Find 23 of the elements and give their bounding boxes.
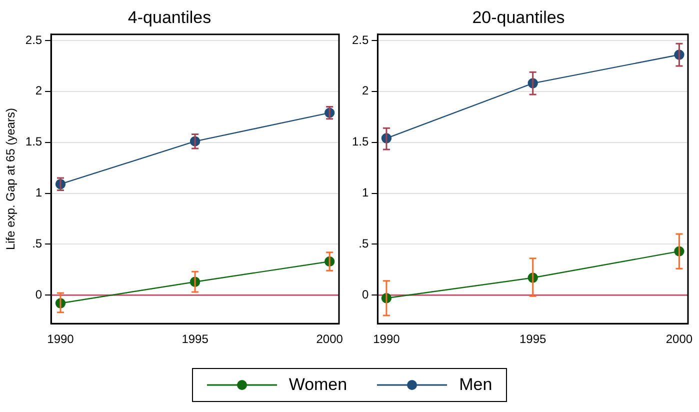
y-tick-label: 1.5 xyxy=(25,134,42,149)
x-tick-label: 1995 xyxy=(182,332,209,346)
y-tick-label: .5 xyxy=(358,236,369,250)
y-tick-label: 1 xyxy=(362,186,369,200)
legend-label: Women xyxy=(288,375,348,395)
x-tick-label: 1990 xyxy=(47,332,74,346)
y-tick-label: 2.5 xyxy=(352,32,369,47)
y-tick-label: 0 xyxy=(35,287,42,302)
y-tick-label: 1.5 xyxy=(352,134,369,149)
x-tick-label: 2000 xyxy=(666,332,693,346)
x-tick-label: 1995 xyxy=(519,332,547,346)
y-axis-title: Life exp. Gap at 65 (years) xyxy=(4,108,18,250)
y-tick-label: 1 xyxy=(35,186,42,200)
chart-title: 4-quantiles xyxy=(128,8,212,27)
chart-title: 20-quantiles xyxy=(472,8,565,27)
y-tick-label: .5 xyxy=(32,236,42,250)
legend-label: Men xyxy=(459,375,492,395)
y-tick-label: 2 xyxy=(362,84,369,98)
y-tick-label: 2.5 xyxy=(25,32,42,47)
y-tick-label: 0 xyxy=(362,287,369,302)
x-tick-label: 1990 xyxy=(373,332,400,346)
y-tick-label: 2 xyxy=(35,84,42,98)
x-tick-label: 2000 xyxy=(316,332,344,346)
